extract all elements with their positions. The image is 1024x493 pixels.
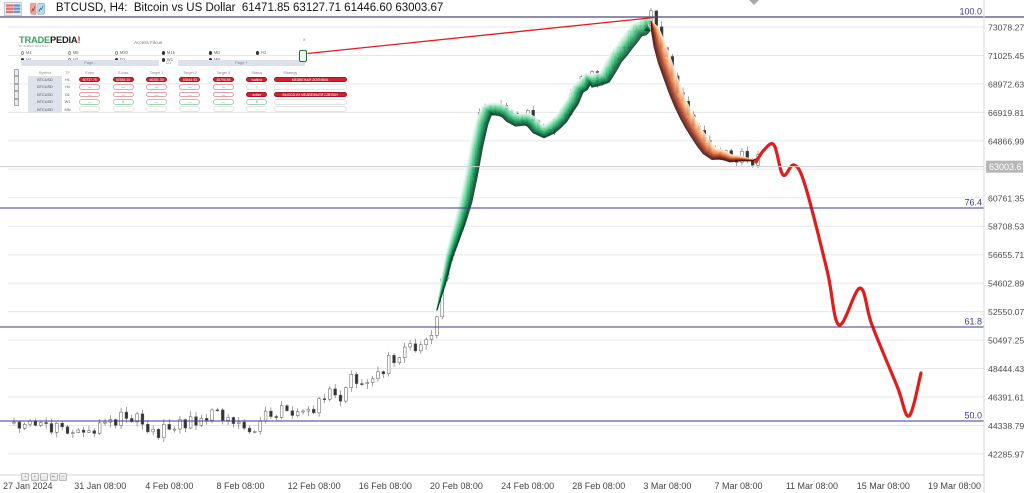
svg-text:4 Feb 08:00: 4 Feb 08:00	[145, 481, 193, 491]
svg-text:27 Jan 2024: 27 Jan 2024	[3, 481, 53, 491]
svg-text:73078.27: 73078.27	[988, 23, 1024, 33]
svg-text:61.8: 61.8	[964, 317, 982, 327]
svg-text:44338.79: 44338.79	[988, 421, 1024, 431]
svg-text:64866.99: 64866.99	[988, 136, 1024, 146]
svg-text:48444.43: 48444.43	[988, 364, 1024, 374]
svg-text:56655.71: 56655.71	[988, 250, 1024, 260]
svg-text:52550.07: 52550.07	[988, 307, 1024, 317]
svg-text:19 Mar 08:00: 19 Mar 08:00	[928, 481, 981, 491]
svg-text:68972.63: 68972.63	[988, 79, 1024, 89]
svg-text:66919.81: 66919.81	[988, 108, 1024, 118]
svg-text:28 Feb 08:00: 28 Feb 08:00	[572, 481, 625, 491]
svg-text:8 Feb 08:00: 8 Feb 08:00	[217, 481, 265, 491]
svg-text:58708.53: 58708.53	[988, 222, 1024, 232]
svg-text:54602.89: 54602.89	[988, 279, 1024, 289]
svg-text:15 Mar 08:00: 15 Mar 08:00	[857, 481, 910, 491]
svg-text:50497.25: 50497.25	[988, 336, 1024, 346]
svg-text:24 Feb 08:00: 24 Feb 08:00	[501, 481, 554, 491]
svg-text:20 Feb 08:00: 20 Feb 08:00	[430, 481, 483, 491]
svg-text:31 Jan 08:00: 31 Jan 08:00	[74, 481, 126, 491]
svg-text:71025.45: 71025.45	[988, 51, 1024, 61]
svg-text:46391.61: 46391.61	[988, 393, 1024, 403]
svg-text:63003.67: 63003.67	[989, 162, 1024, 172]
svg-text:12 Feb 08:00: 12 Feb 08:00	[288, 481, 341, 491]
svg-text:42285.97: 42285.97	[988, 449, 1024, 459]
svg-text:3 Mar 08:00: 3 Mar 08:00	[643, 481, 691, 491]
svg-text:60761.35: 60761.35	[988, 193, 1024, 203]
svg-text:7 Mar 08:00: 7 Mar 08:00	[715, 481, 763, 491]
svg-text:16 Feb 08:00: 16 Feb 08:00	[359, 481, 412, 491]
svg-text:50.0: 50.0	[964, 411, 982, 421]
svg-text:11 Mar 08:00: 11 Mar 08:00	[786, 481, 838, 491]
svg-text:76.4: 76.4	[964, 198, 982, 208]
